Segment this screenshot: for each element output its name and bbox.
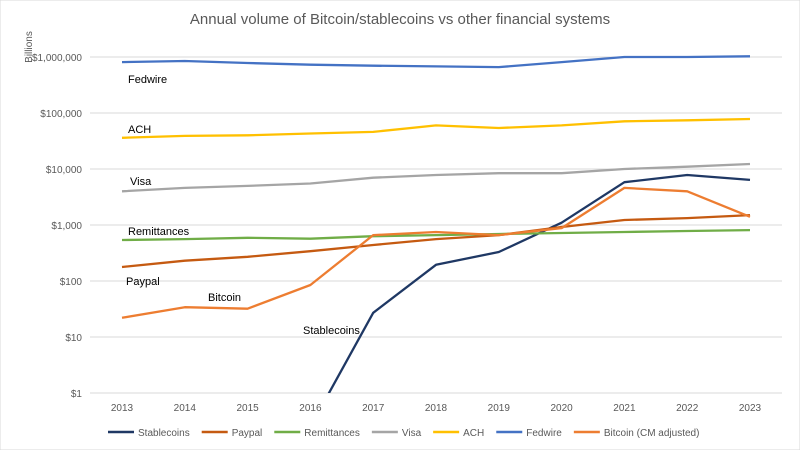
series-line-fedwire [121,55,751,69]
series-line-ach [121,117,751,139]
legend-item: Paypal [201,428,263,439]
legend-item: Stablecoins [108,428,190,439]
series-line-visa [121,162,751,193]
series-line-bitcoin-cm-adjusted- [121,186,751,319]
series-label: Bitcoin [208,292,241,304]
series-line-stablecoins [327,173,751,393]
x-tick-label: 2013 [111,403,134,414]
x-tick-label: 2021 [613,403,636,414]
legend-item: Bitcoin (CM adjusted) [573,428,700,439]
legend-label: Remittances [304,428,360,439]
legend-label: Paypal [232,428,263,439]
series-label: Stablecoins [303,325,360,337]
x-tick-label: 2022 [676,403,699,414]
x-tick-label: 2019 [488,403,511,414]
chart-title: Annual volume of Bitcoin/stablecoins vs … [190,11,610,28]
x-tick-label: 2023 [739,403,762,414]
legend-label: Bitcoin (CM adjusted) [604,428,700,439]
x-tick-label: 2015 [236,403,259,414]
y-tick-label: $100,000 [40,109,82,120]
y-tick-label: $1 [71,389,83,400]
x-tick-label: 2018 [425,403,448,414]
legend-item: Remittances [274,428,360,439]
x-tick-label: 2014 [174,403,197,414]
series-line-remittances [121,228,751,242]
series-label: ACH [128,124,151,136]
y-axis-label: Billions [24,31,35,63]
series-label: Visa [130,176,152,188]
legend-label: Stablecoins [138,428,190,439]
x-tick-label: 2017 [362,403,385,414]
y-tick-label: $1,000,000 [32,53,82,64]
legend-label: Fedwire [526,428,562,439]
series-label: Remittances [128,226,190,238]
x-tick-label: 2020 [550,403,573,414]
x-tick-label: 2016 [299,403,322,414]
y-tick-label: $10,000 [46,165,83,176]
series-label: Fedwire [128,74,167,86]
legend-item: Fedwire [496,428,562,439]
y-tick-label: $10 [65,333,82,344]
series-label: Paypal [126,276,160,288]
legend-label: Visa [402,428,422,439]
y-tick-label: $1,000 [51,221,82,232]
series-line-paypal [121,213,751,269]
legend-label: ACH [463,428,484,439]
legend-item: ACH [433,428,484,439]
y-tick-label: $100 [60,277,83,288]
legend-item: Visa [371,428,422,439]
